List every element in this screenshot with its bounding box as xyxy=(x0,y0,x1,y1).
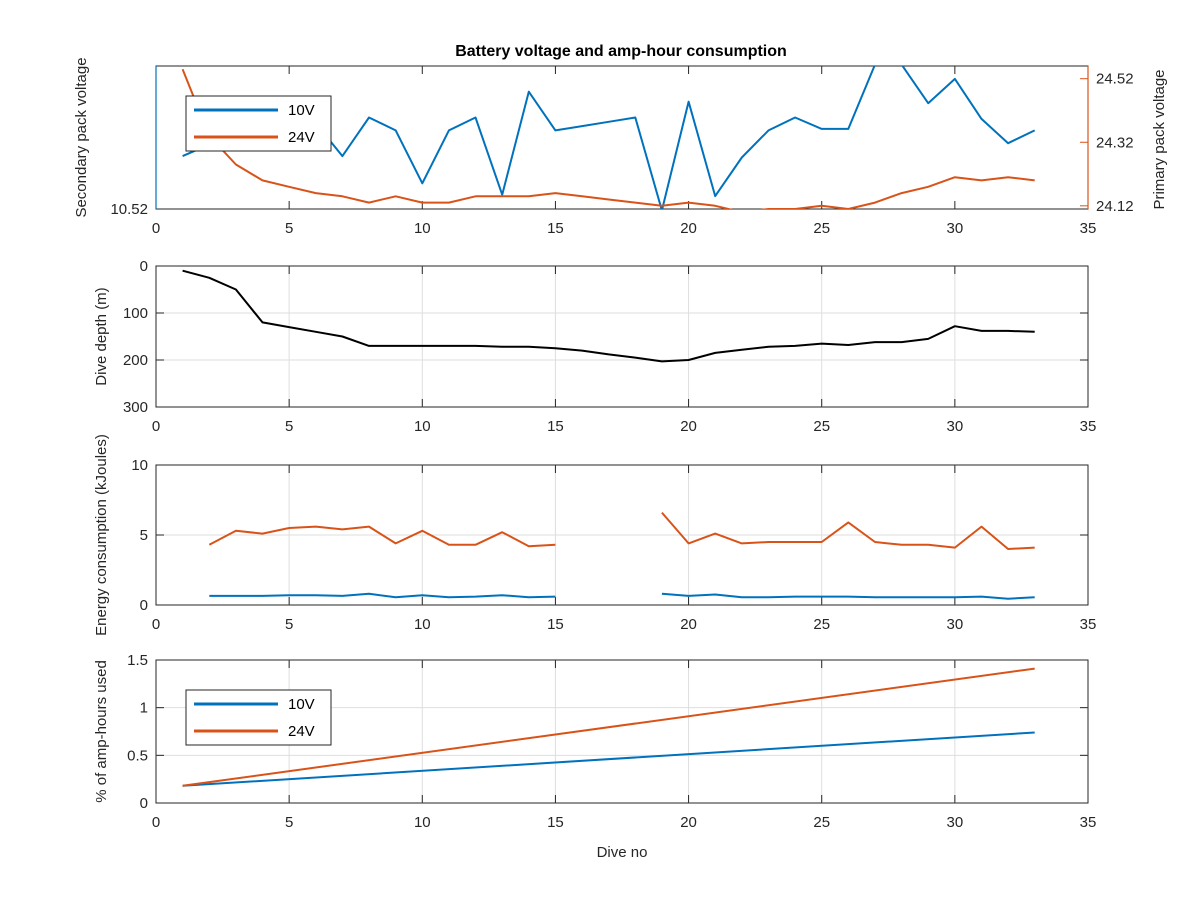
series-group xyxy=(182,269,1035,363)
series-group xyxy=(182,667,1035,787)
x-tick-label: 10 xyxy=(414,814,431,831)
y-axis-label: Energy consumption (kJoules) xyxy=(93,434,110,636)
x-tick-label: 20 xyxy=(680,814,697,831)
x-tick-label: 20 xyxy=(680,418,697,435)
y-axis-label: Dive depth (m) xyxy=(93,287,110,385)
legend-box xyxy=(185,689,332,746)
x-tick-label: 30 xyxy=(947,220,964,237)
chart-title: Battery voltage and amp-hour consumption xyxy=(455,43,787,60)
x-tick-label: 0 xyxy=(152,418,160,435)
y-tick-label: 10 xyxy=(131,457,148,474)
x-axis-label: Dive no xyxy=(597,844,648,861)
x-tick-label: 10 xyxy=(414,616,431,633)
x-tick-label: 15 xyxy=(547,814,564,831)
series-line-2 xyxy=(661,511,1035,550)
x-tick-label: 35 xyxy=(1080,220,1097,237)
x-tick-label: 25 xyxy=(813,418,830,435)
y-axis-label: Secondary pack voltage xyxy=(73,57,90,217)
x-tick-label: 20 xyxy=(680,616,697,633)
series-line-1 xyxy=(209,592,556,599)
y-tick-label: 1.5 xyxy=(127,652,148,669)
x-tick-label: 10 xyxy=(414,220,431,237)
x-tick-label: 20 xyxy=(680,220,697,237)
x-tick-label: 35 xyxy=(1080,616,1097,633)
x-tick-label: 25 xyxy=(813,220,830,237)
axes-2: 0 5 10 15 20 25 30 35 0 100 200 300 Dive depth (m) xyxy=(93,258,1096,435)
y-right-tick-label: 24.32 xyxy=(1096,134,1134,151)
x-tick-label: 5 xyxy=(285,220,293,237)
y-tick-label: 1 xyxy=(140,700,148,717)
y-axis-label: % of amp-hours used xyxy=(93,660,110,803)
y-right-tick-label: 24.52 xyxy=(1096,71,1134,88)
x-tick-label: 0 xyxy=(152,616,160,633)
plot-area xyxy=(155,265,1089,408)
y-tick-label: 0.5 xyxy=(127,747,148,764)
y-tick-label: 5 xyxy=(140,527,148,544)
x-tick-label: 30 xyxy=(947,616,964,633)
axes-4: 0 5 10 15 20 25 30 35 0 0.5 1 1.5 % of amp-hours use… xyxy=(93,652,1096,861)
x-tick-label: 0 xyxy=(152,220,160,237)
y-tick-label: 0 xyxy=(140,597,148,614)
series-line-24V xyxy=(182,667,1035,787)
legend-label: 10V xyxy=(288,102,315,119)
y-right-tick-label: 24.12 xyxy=(1096,198,1134,215)
series-line-10V xyxy=(182,731,1035,787)
y-tick-label: 0 xyxy=(140,258,148,275)
x-tick-label: 25 xyxy=(813,814,830,831)
x-tick-label: 35 xyxy=(1080,418,1097,435)
x-tick-label: 15 xyxy=(547,220,564,237)
x-tick-label: 10 xyxy=(414,418,431,435)
y-tick-label: 0 xyxy=(140,795,148,812)
legend-label: 24V xyxy=(288,723,315,740)
x-tick-label: 5 xyxy=(285,418,293,435)
legend-label: 24V xyxy=(288,129,315,146)
x-tick-label: 5 xyxy=(285,616,293,633)
series-group xyxy=(208,511,1035,600)
series-line-1 xyxy=(182,269,1035,363)
x-tick-label: 25 xyxy=(813,616,830,633)
x-tick-label: 0 xyxy=(152,814,160,831)
x-tick-label: 35 xyxy=(1080,814,1097,831)
y-right-axis-label: Primary pack voltage xyxy=(1151,69,1168,209)
series-line-24V xyxy=(181,68,1035,209)
y-tick-label: 100 xyxy=(123,305,148,322)
legend: 10V 24V xyxy=(185,689,332,746)
y-tick-label: 200 xyxy=(123,352,148,369)
x-tick-label: 30 xyxy=(947,418,964,435)
legend-label: 10V xyxy=(288,696,315,713)
x-tick-label: 30 xyxy=(947,814,964,831)
axes-1: 0 5 10 15 20 25 30 35 10.52 24.12 24.32 24.52 Primar… xyxy=(73,57,1168,237)
x-tick-label: 5 xyxy=(285,814,293,831)
series-line-1 xyxy=(661,592,1035,600)
axes-3: 0 5 10 15 20 25 30 35 0 5 10 Energy consumption (kJ… xyxy=(93,434,1096,636)
legend-box xyxy=(185,95,332,152)
x-tick-label: 15 xyxy=(547,616,564,633)
y-tick-label: 300 xyxy=(123,399,148,416)
series-line-2 xyxy=(208,525,556,548)
legend: 10V 24V xyxy=(185,95,332,152)
y-tick-label: 10.52 xyxy=(110,201,148,218)
x-tick-label: 15 xyxy=(547,418,564,435)
